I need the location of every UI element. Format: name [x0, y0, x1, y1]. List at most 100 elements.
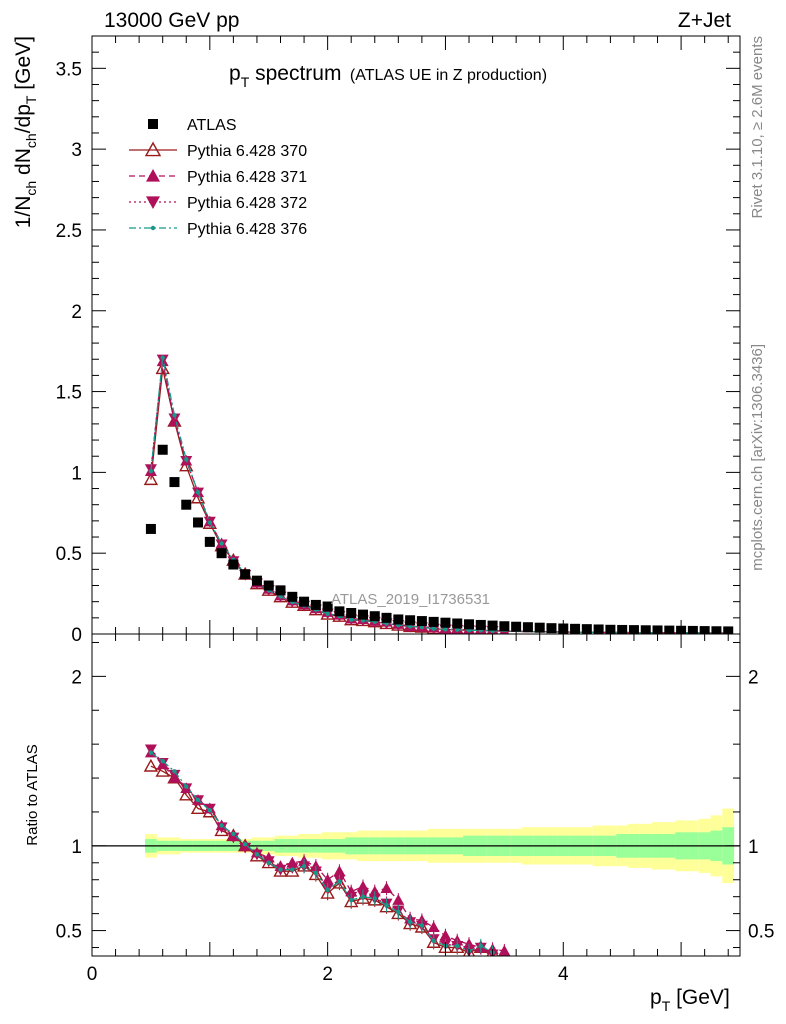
ratio-point [431, 938, 436, 943]
data-point [369, 611, 380, 622]
series-point [160, 355, 165, 360]
ratio-point [155, 763, 170, 777]
ratio-point [207, 808, 213, 813]
series-point [431, 626, 436, 631]
ratio-point [478, 943, 483, 949]
data-point [145, 523, 156, 534]
plot-title: pT spectrum (ATLAS UE in Z production) [229, 62, 547, 90]
ratio-point [285, 863, 300, 877]
analysis-watermark: ATLAS_2019_I1736531 [331, 591, 490, 608]
ratio-point [455, 943, 460, 949]
series-point [168, 413, 181, 425]
data-point [181, 499, 192, 510]
ratio-point [427, 921, 440, 932]
data-point [169, 477, 180, 488]
ratio-y-tick-label: 2 [71, 667, 82, 688]
y-axis-label: 1/Nch dNch/dpT [GeV] [12, 36, 39, 228]
legend-marker [150, 225, 156, 231]
ratio-point [278, 867, 283, 872]
series-point [325, 611, 330, 616]
data-point [511, 621, 522, 632]
ratio-point [349, 897, 354, 903]
legend-label: ATLAS [187, 117, 237, 134]
main-panel-axes: 0 0.5 1 1.5 2 2.5 3 3.5 [56, 35, 740, 646]
data-point [723, 626, 734, 634]
data-point [381, 612, 392, 623]
ratio-y-tick-label: 1 [748, 837, 759, 858]
ratio-y-tick-label: 1 [71, 837, 82, 858]
title-main: p [229, 62, 241, 85]
legend-label: Pythia 6.428 372 [187, 195, 307, 212]
data-point [346, 607, 357, 618]
data-point [687, 625, 698, 634]
y-tick-label: 2 [71, 302, 82, 323]
data-point [652, 625, 663, 634]
ratio-point [439, 929, 452, 941]
data-point [664, 625, 675, 634]
data-point [416, 616, 427, 627]
ratio-uncertainty-bands [92, 808, 740, 884]
data-point [357, 609, 368, 620]
ratio-point [231, 831, 236, 837]
ratio-point [337, 879, 342, 884]
data-point [546, 623, 557, 634]
data-point [440, 617, 451, 628]
data-point [251, 575, 262, 586]
ratio-point [384, 902, 389, 908]
data-point [334, 606, 345, 617]
ratio-point [160, 758, 165, 764]
ratio-y-tick-label: 0.5 [56, 922, 82, 943]
legend-label: Pythia 6.428 376 [187, 221, 307, 238]
ratio-point [239, 842, 252, 854]
x-tick-label: 2 [322, 964, 333, 985]
x-tick-label: 4 [558, 964, 569, 985]
series-point [443, 627, 448, 632]
ratio-point [168, 769, 181, 781]
data-point [275, 585, 286, 596]
ratio-panel-data [143, 744, 511, 956]
data-point [605, 624, 616, 634]
y-tick-label: 0.5 [56, 544, 82, 565]
data-point [310, 599, 321, 610]
series-point [172, 413, 177, 418]
ratio-point [333, 865, 346, 877]
title-sub: T [241, 74, 250, 90]
main-panel-data [143, 354, 734, 634]
data-point [322, 601, 333, 612]
legend-marker [146, 196, 160, 209]
ratio-point [266, 860, 271, 865]
data-point [534, 622, 545, 633]
series-point [184, 457, 189, 462]
ratio-point [396, 909, 401, 915]
series-point [407, 624, 413, 629]
ratio-point [195, 797, 201, 803]
ratio-point [498, 944, 511, 956]
ratio-panel-axes: 0 2 4 0.5 0.5 1 1 2 2 [56, 634, 774, 985]
data-point [428, 616, 439, 627]
ratio-y-tick-label: 0.5 [748, 922, 774, 943]
x-axis-label: pT [GeV] [650, 986, 730, 1014]
x-tick-label: 0 [87, 964, 98, 985]
data-point [699, 626, 710, 634]
plot-subtitle: (ATLAS UE in Z production) [350, 67, 547, 84]
series-point [349, 617, 354, 622]
ratio-point [227, 832, 240, 844]
y-tick-label: 3 [71, 140, 82, 161]
y-tick-label: 3.5 [56, 59, 82, 80]
title-rest: spectrum [249, 62, 341, 85]
data-point [157, 444, 168, 455]
data-point [475, 619, 486, 630]
data-point [204, 536, 215, 547]
ratio-point [172, 769, 177, 774]
ratio-point [325, 887, 330, 893]
ratio-point [360, 894, 366, 899]
header-right: Z+Jet [678, 9, 731, 32]
ratio-point [320, 885, 335, 899]
series-point [278, 594, 283, 599]
legend-label: Pythia 6.428 371 [187, 169, 307, 186]
series-point [219, 541, 224, 546]
ratio-point [290, 867, 295, 872]
ratio-point [392, 894, 405, 905]
ratio-point [180, 783, 193, 795]
